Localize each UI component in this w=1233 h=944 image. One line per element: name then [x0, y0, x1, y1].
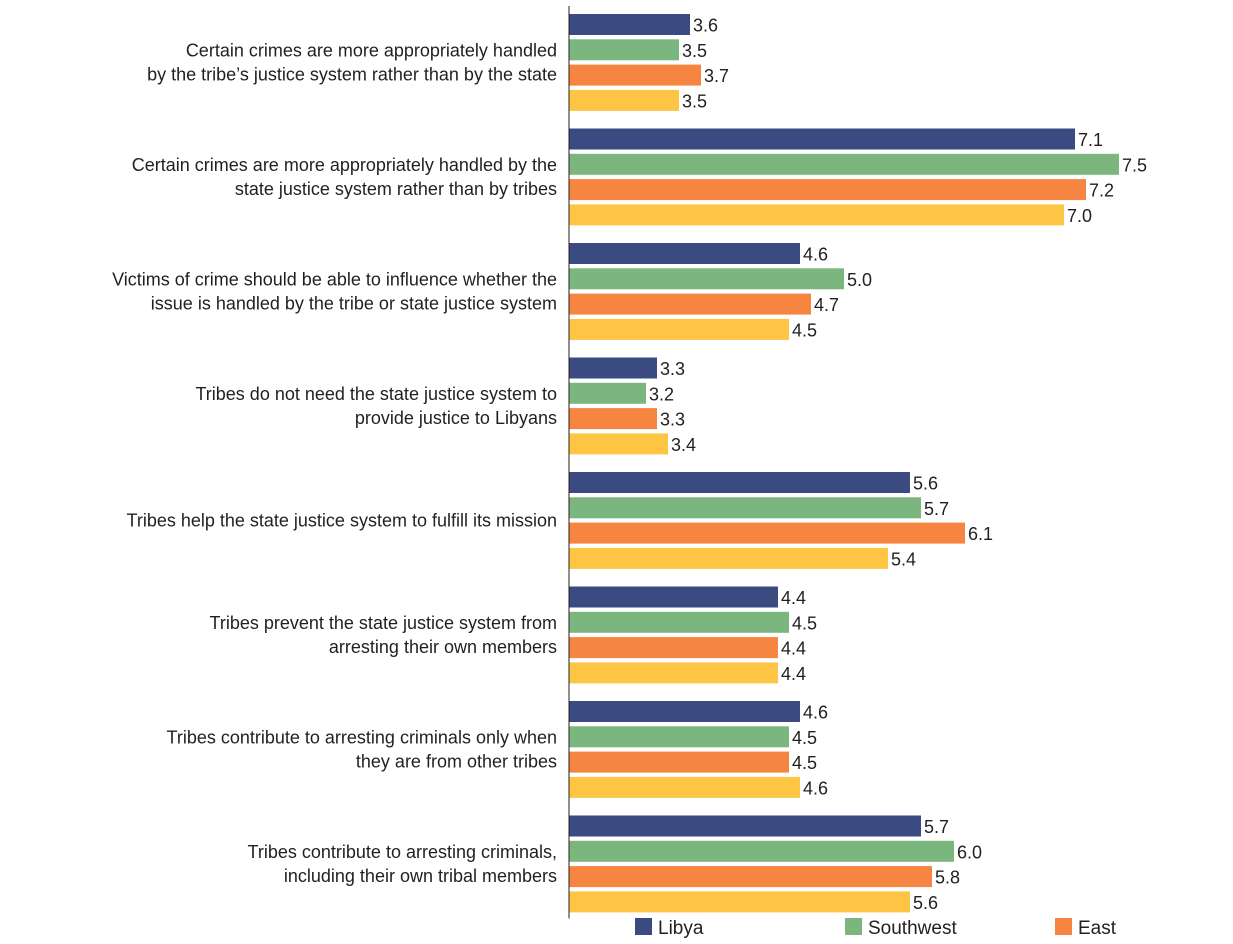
legend-label-libya: Libya: [658, 918, 704, 939]
bar-libya: [569, 815, 921, 837]
data-label: 4.6: [803, 245, 828, 265]
data-label: 4.6: [803, 703, 828, 723]
bar-west: [569, 891, 910, 913]
data-label: 4.4: [781, 664, 806, 684]
data-label: 3.5: [682, 91, 707, 111]
data-label: 6.1: [968, 524, 993, 544]
legend-swatch-east: [1055, 918, 1072, 935]
data-label: 7.0: [1067, 206, 1092, 226]
bar-east: [569, 522, 965, 544]
data-label: 5.7: [924, 817, 949, 837]
bar-southwest: [569, 153, 1119, 175]
data-label: 7.5: [1122, 155, 1147, 175]
data-label: 5.6: [913, 474, 938, 494]
data-label: 4.5: [792, 613, 817, 633]
bar-southwest: [569, 39, 679, 61]
data-label: 4.4: [781, 588, 806, 608]
bar-libya: [569, 586, 778, 608]
bar-libya: [569, 243, 800, 264]
bar-west: [569, 547, 888, 569]
bar-west: [569, 433, 668, 455]
bar-east: [569, 408, 657, 430]
bar-east: [569, 637, 778, 659]
bar-east: [569, 751, 789, 773]
category-label: Tribes help the state justice system to …: [127, 510, 558, 530]
data-label: 3.4: [671, 435, 696, 455]
data-label: 4.5: [792, 753, 817, 773]
bar-southwest: [569, 726, 789, 748]
category-label: Tribes contribute to arresting criminals…: [248, 842, 557, 886]
bar-southwest: [569, 611, 789, 633]
bar-east: [569, 64, 701, 86]
bar-libya: [569, 14, 690, 35]
bar-west: [569, 204, 1064, 226]
data-labels: 3.6 3.5 3.7 3.5 7.1 7.5 7.2 7.0 4.6 5.0 4.7 4.5 3.3 3…: [649, 16, 1147, 913]
bar-west: [569, 776, 800, 798]
data-label: 6.0: [957, 842, 982, 862]
legend: LibyaSouthwestEastWest: [635, 918, 1117, 939]
legend-swatch-southwest: [845, 918, 862, 935]
bar-west: [569, 662, 778, 684]
data-label: 5.7: [924, 499, 949, 519]
category-labels: Certain crimes are more appropriately ha…: [112, 40, 557, 886]
data-label: 7.1: [1078, 130, 1103, 150]
data-label: 3.5: [682, 41, 707, 61]
category-label: Certain crimes are more appropriately ha…: [132, 155, 557, 199]
bar-libya: [569, 701, 800, 722]
bar-libya: [569, 357, 657, 379]
data-label: 3.3: [660, 359, 685, 379]
bar-libya: [569, 472, 910, 493]
bar-southwest: [569, 840, 954, 862]
legend-label-east: East: [1078, 918, 1117, 939]
data-label: 5.6: [913, 893, 938, 913]
bar-west: [569, 318, 789, 340]
data-label: 4.7: [814, 295, 839, 315]
bars: [569, 14, 1119, 913]
category-label: Tribes contribute to arresting criminals…: [167, 727, 558, 771]
data-label: 5.0: [847, 270, 872, 290]
data-label: 5.4: [891, 549, 916, 569]
data-label: 4.5: [792, 728, 817, 748]
data-label: 3.2: [649, 384, 674, 404]
data-label: 4.4: [781, 639, 806, 659]
category-label: Tribes do not need the state justice sys…: [195, 384, 557, 428]
legend-swatch-libya: [635, 918, 652, 935]
bar-libya: [569, 128, 1075, 150]
bar-west: [569, 89, 679, 111]
bar-east: [569, 179, 1086, 201]
category-label: Tribes prevent the state justice system …: [210, 613, 557, 657]
category-label: Certain crimes are more appropriately ha…: [147, 40, 557, 84]
data-label: 4.6: [803, 778, 828, 798]
bar-southwest: [569, 268, 844, 290]
data-label: 7.2: [1089, 181, 1114, 201]
data-label: 3.7: [704, 66, 729, 86]
category-label: Victims of crime should be able to influ…: [112, 269, 557, 313]
bar-southwest: [569, 382, 646, 404]
bar-east: [569, 866, 932, 888]
data-label: 4.5: [792, 320, 817, 340]
bar-southwest: [569, 497, 921, 519]
legend-label-southwest: Southwest: [868, 918, 957, 939]
data-label: 3.6: [693, 16, 718, 36]
data-label: 3.3: [660, 410, 685, 430]
data-label: 5.8: [935, 868, 960, 888]
bar-east: [569, 293, 811, 315]
